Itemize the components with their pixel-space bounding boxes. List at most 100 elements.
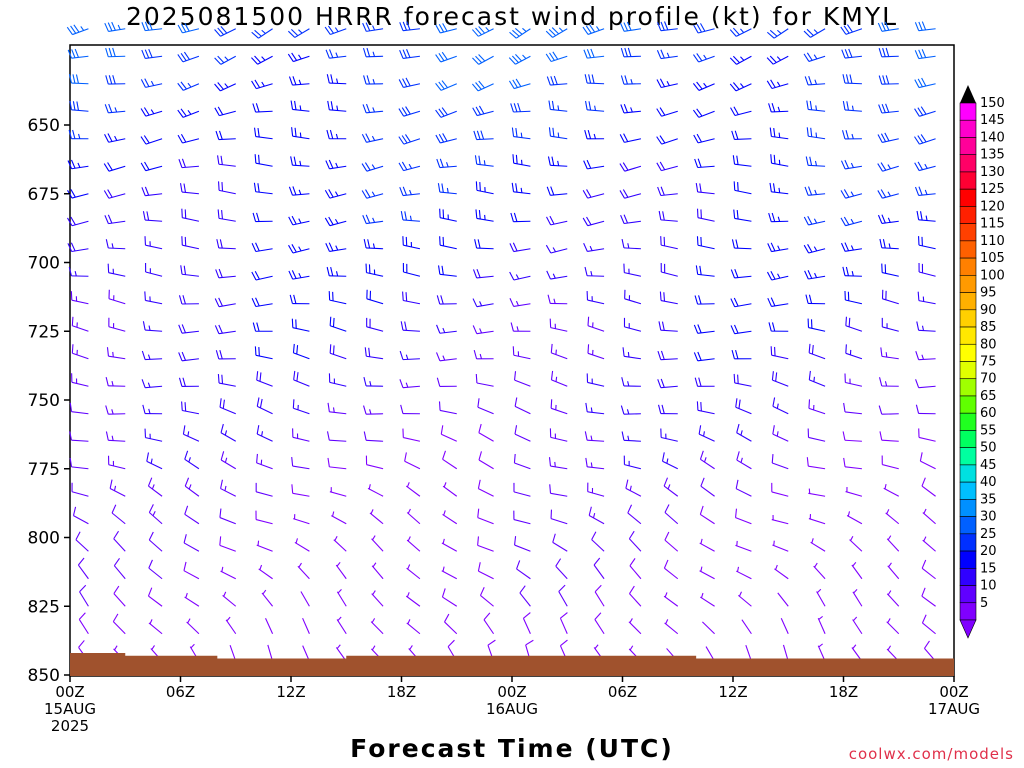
wind-barb <box>735 540 752 552</box>
wind-barb <box>852 616 863 635</box>
wind-barb <box>629 585 642 607</box>
barb-shaft <box>808 55 826 62</box>
barb-half-feather <box>259 564 263 570</box>
barb-shaft <box>370 621 384 635</box>
barb-feather <box>182 295 186 305</box>
barb-shaft <box>550 275 568 280</box>
barb-feather <box>439 158 444 168</box>
barb-feather <box>510 322 514 332</box>
barb-half-feather <box>921 354 925 360</box>
barb-shaft <box>293 352 310 360</box>
wind-barb <box>699 505 715 525</box>
barb-shaft <box>661 244 678 250</box>
barb-half-feather <box>335 162 339 168</box>
barb-shaft <box>734 382 752 387</box>
wind-barb <box>766 28 789 39</box>
wind-barb <box>841 48 862 59</box>
barb-shaft <box>660 358 678 361</box>
barb-half-feather <box>778 132 781 138</box>
barb-half-feather <box>406 592 410 598</box>
chart-title: 2025081500 HRRR forecast wind profile (k… <box>125 2 899 31</box>
barb-shaft <box>808 193 826 196</box>
barb-shaft <box>699 570 715 580</box>
barb-feather <box>70 159 76 169</box>
barb-half-feather <box>813 29 819 34</box>
barb-shaft <box>297 565 310 580</box>
colorbar-swatch <box>959 516 977 535</box>
barb-feather <box>657 186 662 196</box>
wind-barb <box>220 423 237 442</box>
barb-feather <box>915 404 920 414</box>
barb-shaft <box>663 485 679 497</box>
barb-half-feather <box>224 83 229 88</box>
barb-feather <box>147 477 153 487</box>
barb-feather <box>113 585 120 594</box>
barb-shaft <box>478 55 494 65</box>
wind-barb <box>178 377 199 388</box>
barb-shaft <box>71 248 89 253</box>
wind-barb <box>771 514 789 525</box>
barb-feather <box>661 452 665 462</box>
barb-feather <box>72 101 76 111</box>
wind-barb <box>369 509 384 525</box>
barb-shaft <box>403 138 421 145</box>
barb-half-feather <box>740 83 745 88</box>
wind-barb <box>402 262 421 277</box>
barb-half-feather <box>371 164 376 170</box>
barb-half-feather <box>372 79 376 85</box>
barb-half-feather <box>298 246 302 252</box>
barb-feather <box>220 155 223 165</box>
barb-feather <box>731 239 735 249</box>
wind-barb <box>366 289 384 305</box>
barb-shaft <box>148 595 163 607</box>
barb-shaft <box>661 83 678 89</box>
barb-half-feather <box>776 403 779 409</box>
barb-feather <box>525 639 534 646</box>
barb-feather <box>664 21 669 31</box>
barb-feather <box>288 186 293 196</box>
wind-barb <box>547 156 568 167</box>
wind-barb <box>141 379 163 389</box>
barb-shaft <box>734 330 752 335</box>
wind-barb <box>440 425 457 442</box>
barb-feather <box>254 29 262 37</box>
barb-shaft <box>256 462 273 470</box>
barb-feather <box>476 130 481 140</box>
barb-half-feather <box>777 273 781 279</box>
barb-shaft <box>71 411 89 415</box>
barb-shaft <box>772 379 789 387</box>
barb-shaft <box>810 541 826 552</box>
barb-feather <box>252 103 257 113</box>
barb-shaft <box>550 248 568 254</box>
barb-feather <box>514 536 517 546</box>
wind-barb <box>477 398 494 415</box>
wind-barb <box>628 530 642 552</box>
barb-feather <box>112 613 119 622</box>
wind-barb <box>583 242 605 252</box>
barb-shaft <box>522 618 531 634</box>
barb-feather <box>591 531 597 540</box>
barb-shaft <box>664 622 679 635</box>
barb-shaft <box>300 591 310 607</box>
wind-barb <box>214 106 236 117</box>
barb-feather <box>885 75 890 85</box>
barb-feather <box>327 100 330 110</box>
barb-half-feather <box>485 26 490 32</box>
barb-feather <box>508 80 515 89</box>
barb-shaft <box>181 330 199 334</box>
wind-barb <box>252 212 273 223</box>
barb-shaft <box>329 165 347 170</box>
barb-shaft <box>661 138 678 145</box>
barb-shaft <box>623 220 641 225</box>
barb-feather <box>256 212 260 222</box>
barb-feather <box>402 78 408 87</box>
barb-shaft <box>550 327 568 332</box>
wind-barb <box>736 423 752 442</box>
barb-half-feather <box>111 381 114 387</box>
wind-barb <box>694 377 715 387</box>
y-tick-label: 750 <box>28 391 60 411</box>
wind-barb <box>288 186 310 196</box>
barb-half-feather <box>736 566 740 572</box>
barb-shaft <box>623 110 641 114</box>
barb-feather <box>220 423 224 433</box>
